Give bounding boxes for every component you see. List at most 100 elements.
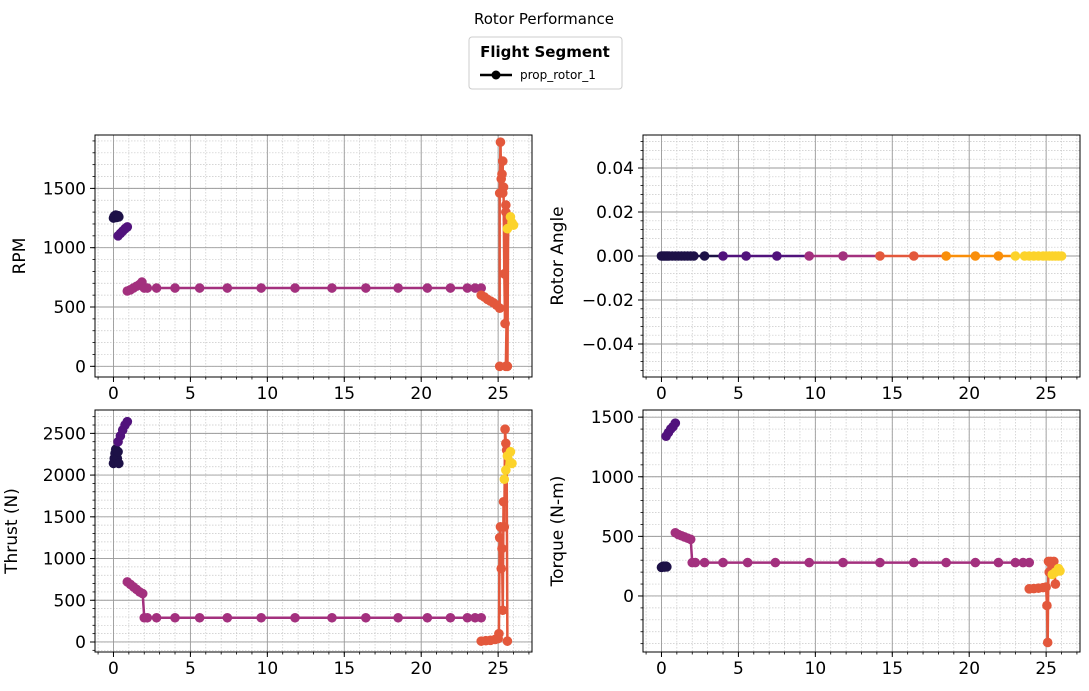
y-tick-label: 1500	[591, 408, 634, 428]
data-point	[1049, 556, 1059, 567]
data-point	[194, 612, 205, 623]
data-point	[909, 251, 919, 261]
x-tick-label: 15	[881, 659, 903, 679]
data-point	[170, 612, 180, 623]
data-point	[970, 251, 981, 261]
data-point	[137, 588, 148, 599]
data-point	[494, 303, 505, 313]
data-point	[222, 283, 233, 293]
x-tick-label: 20	[958, 384, 980, 404]
axes-frame	[94, 409, 533, 653]
y-tick-label: 0.04	[596, 159, 634, 179]
y-tick-label: 0.00	[596, 247, 634, 267]
data-point	[393, 283, 403, 293]
y-tick-label: 500	[602, 527, 634, 547]
data-point	[508, 220, 519, 230]
y-tick-label: 0	[75, 357, 86, 377]
data-point	[290, 283, 300, 293]
x-tick-label: 5	[185, 384, 196, 404]
y-tick-label: 0.02	[596, 203, 634, 223]
data-point	[151, 612, 162, 623]
data-point	[1010, 557, 1021, 568]
y-tick-label: 1000	[43, 239, 86, 259]
data-point	[507, 458, 517, 469]
data-point	[670, 418, 681, 428]
y-tick-label: 0	[623, 587, 634, 607]
legend: Flight Segment prop_rotor_1	[468, 36, 623, 90]
x-tick-label: 15	[333, 384, 355, 404]
data-point	[838, 557, 848, 568]
x-tick-label: 5	[185, 659, 196, 679]
y-tick-label: 1000	[43, 550, 86, 570]
data-point	[1055, 566, 1065, 576]
data-point	[501, 465, 511, 475]
data-point	[741, 251, 751, 261]
axes-frame	[642, 134, 1081, 378]
data-point	[1056, 251, 1067, 261]
x-tick-label: 25	[1035, 384, 1057, 404]
data-point	[993, 557, 1004, 568]
series-line-segment	[504, 221, 510, 367]
data-point	[699, 557, 710, 568]
data-point	[1042, 637, 1053, 648]
x-tick-label: 25	[487, 384, 509, 404]
data-point	[497, 156, 508, 166]
data-point	[445, 283, 456, 293]
data-point	[445, 612, 456, 623]
data-point	[941, 557, 951, 568]
legend-entry-label: prop_rotor_1	[520, 68, 596, 82]
data-point	[222, 612, 233, 623]
y-tick-label: 2500	[43, 424, 86, 444]
data-point	[688, 251, 699, 261]
data-point	[838, 251, 848, 261]
data-point	[497, 169, 507, 179]
figure-title: Rotor Performance	[474, 10, 614, 28]
data-point	[422, 612, 433, 623]
data-point	[361, 283, 371, 293]
y-tick-label: 500	[54, 591, 86, 611]
x-tick-label: 0	[108, 659, 119, 679]
data-point	[1050, 579, 1061, 589]
data-point	[875, 251, 885, 261]
x-tick-label: 15	[333, 659, 355, 679]
data-point	[1024, 557, 1035, 568]
data-point	[499, 522, 510, 532]
data-point	[122, 222, 133, 232]
data-point	[462, 612, 473, 623]
data-point	[804, 557, 814, 568]
data-point	[494, 628, 504, 639]
torque-panel: 0 5 10 15 20 25 0 500 1000 1500 Torque (N-m)	[548, 408, 1081, 679]
thrust-panel: 0 5 10 15 20 25 0 500 1000 1500 2000 2500 Thrust (N)	[2, 409, 533, 679]
data-point	[993, 251, 1004, 261]
data-point	[327, 283, 337, 293]
data-point	[718, 557, 728, 568]
y-axis-label: RPM	[10, 238, 30, 275]
data-point	[361, 612, 371, 623]
data-point	[770, 557, 781, 568]
data-point	[772, 251, 782, 261]
data-point	[495, 137, 506, 147]
data-point	[497, 543, 507, 554]
legend-marker-swatch	[491, 70, 501, 80]
data-point	[114, 458, 124, 469]
data-point	[114, 212, 124, 222]
data-point	[256, 612, 266, 623]
x-tick-label: 5	[733, 659, 744, 679]
data-point	[256, 283, 266, 293]
data-point	[290, 612, 300, 623]
axes-frame	[94, 134, 533, 378]
x-tick-label: 15	[881, 384, 903, 404]
data-point	[875, 557, 885, 568]
x-tick-label: 20	[958, 659, 980, 679]
x-tick-label: 0	[108, 384, 119, 404]
data-point	[327, 612, 337, 623]
data-point	[393, 612, 403, 623]
y-axis-label: Thrust (N)	[2, 488, 22, 575]
x-tick-label: 25	[487, 659, 509, 679]
data-point	[170, 283, 180, 293]
data-point	[970, 557, 981, 568]
data-point	[462, 283, 473, 293]
x-tick-label: 20	[410, 384, 432, 404]
x-tick-label: 20	[410, 659, 432, 679]
